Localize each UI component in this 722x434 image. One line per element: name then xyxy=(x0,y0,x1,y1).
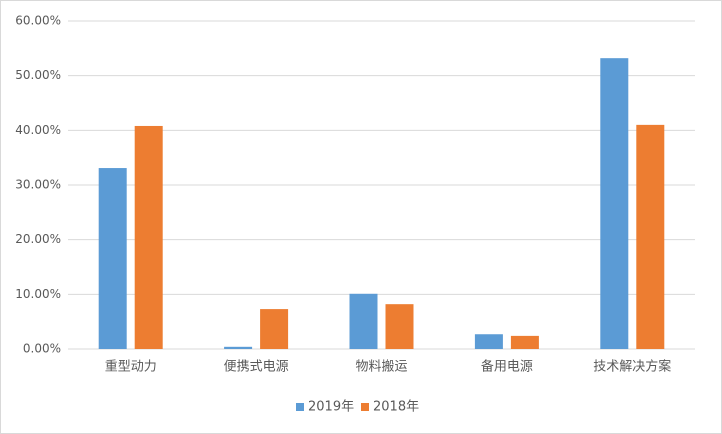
bar xyxy=(349,293,378,349)
bar xyxy=(510,335,539,349)
bar xyxy=(224,346,253,349)
bar xyxy=(474,334,503,349)
y-tick-label: 0.00% xyxy=(23,342,61,356)
x-tick-label: 便携式电源 xyxy=(224,359,289,375)
x-tick-label: 技术解决方案 xyxy=(593,359,671,375)
x-tick-label: 重型动力 xyxy=(105,359,157,375)
legend-swatch xyxy=(296,403,304,411)
y-tick-label: 20.00% xyxy=(15,232,61,246)
legend-label: 2019年 xyxy=(308,400,354,415)
bar xyxy=(636,124,665,349)
legend-label: 2018年 xyxy=(373,400,419,415)
y-tick-label: 60.00% xyxy=(15,14,61,28)
bar xyxy=(98,168,127,349)
bar xyxy=(600,58,629,349)
y-tick-label: 30.00% xyxy=(15,178,61,192)
y-tick-label: 10.00% xyxy=(15,287,61,301)
y-tick-label: 50.00% xyxy=(15,68,61,82)
legend-swatch xyxy=(361,403,369,411)
bar xyxy=(385,304,414,349)
x-tick-label: 物料搬运 xyxy=(355,360,407,375)
x-tick-label: 备用电源 xyxy=(481,359,533,375)
bar xyxy=(260,309,289,349)
y-tick-label: 40.00% xyxy=(15,123,61,137)
bar xyxy=(134,125,163,350)
